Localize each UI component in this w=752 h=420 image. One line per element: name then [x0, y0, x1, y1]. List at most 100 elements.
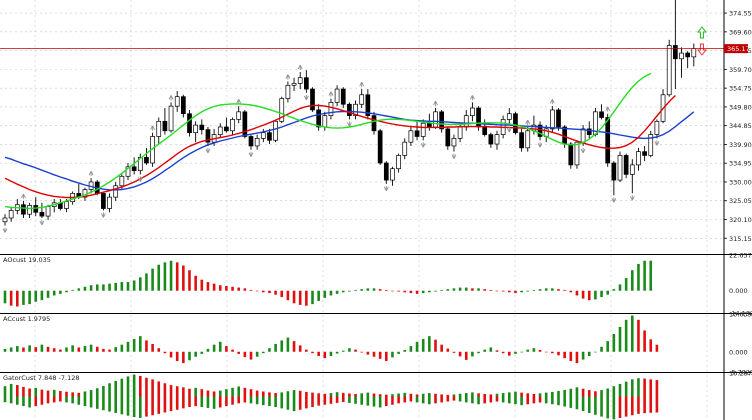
gatorcust-pane[interactable]: [3, 374, 659, 420]
indicator-bar: [163, 351, 167, 354]
indicator-bar: [34, 290, 38, 302]
candle-body: [297, 77, 303, 84]
gator-upper-bar: [458, 393, 462, 397]
gator-upper-bar: [145, 377, 148, 397]
indicator-bar: [292, 290, 296, 304]
gator-lower-bar: [286, 396, 290, 410]
candle-body: [377, 130, 383, 164]
gator-upper-bar: [71, 392, 74, 397]
gator-upper-bar: [434, 393, 437, 397]
gator-lower-bar: [458, 396, 462, 402]
candle-body: [285, 84, 291, 99]
price-pane[interactable]: [0, 0, 724, 233]
candle-body: [162, 120, 168, 132]
indicator-bar: [243, 288, 247, 291]
gator-upper-bar: [428, 393, 431, 397]
indicator-bar: [458, 287, 462, 291]
price-tick-label: 330.00: [729, 178, 752, 186]
gator-lower-bar: [446, 396, 450, 402]
indicator-bar: [194, 275, 197, 291]
gator-lower-bar: [16, 396, 19, 405]
gator-upper-bar: [9, 383, 13, 397]
gator-upper-bar: [372, 393, 376, 397]
indicator-bar: [218, 341, 222, 352]
gator-lower-bar: [231, 396, 234, 405]
indicator-bar: [9, 347, 13, 352]
gator-lower-bar: [274, 396, 277, 408]
candle-body: [101, 192, 106, 209]
indicator-bar: [403, 349, 407, 352]
indicator-bar: [643, 330, 646, 352]
indicator-bar: [489, 347, 493, 352]
indicator-bar: [538, 289, 542, 291]
indicator-bar: [200, 351, 204, 354]
candle-body: [457, 126, 463, 139]
indicator-bar: [581, 290, 585, 299]
indicator-bar: [139, 277, 142, 291]
indicator-bar: [126, 341, 130, 352]
indicator-bar: [544, 288, 548, 291]
indicator-bar: [520, 351, 523, 353]
gator-lower-bar: [218, 396, 222, 408]
gator-upper-bar: [335, 392, 339, 397]
price-tick-label: 369.60: [729, 28, 752, 36]
indicator-bar: [618, 284, 622, 291]
indicator-bar: [120, 344, 124, 352]
indicator-bar: [34, 347, 38, 352]
indicator-bar: [544, 351, 548, 353]
gator-lower-bar: [206, 396, 210, 408]
fractal-down-arrow: [420, 142, 426, 148]
fractal-down-arrow: [629, 195, 635, 201]
indicator-bar: [428, 336, 431, 352]
fractal-up-arrow: [433, 100, 438, 107]
gator-lower-bar: [471, 396, 474, 404]
accust-pane[interactable]: [3, 315, 659, 364]
price-tick-label: 339.90: [729, 141, 752, 149]
indicator-bar: [317, 290, 320, 301]
indicator-bar: [71, 345, 74, 352]
candle-body: [679, 52, 684, 60]
indicator-bar: [606, 341, 609, 352]
candle-body: [156, 120, 162, 137]
gator-upper-bar: [489, 394, 493, 397]
candle-body: [260, 132, 266, 139]
indicator-bar: [89, 285, 93, 291]
gator-upper-bar: [262, 391, 265, 397]
indicator-bar: [409, 290, 413, 294]
indicator-bar: [372, 288, 376, 291]
indicator-bar: [22, 290, 25, 305]
gator-upper-bar: [59, 391, 62, 397]
indicator-bar: [95, 346, 99, 352]
gator-upper-bar: [292, 390, 296, 397]
gator-upper-bar: [391, 394, 394, 397]
gator-lower-bar: [114, 396, 117, 413]
fractal-up-arrow: [328, 91, 334, 97]
indicator-bar: [274, 343, 277, 352]
indicator-tick-label: -14.132: [729, 310, 752, 318]
gator-lower-bar: [77, 396, 81, 405]
gator-upper-bar: [415, 394, 419, 397]
gator-lower-bar: [46, 396, 50, 404]
gator-upper-bar: [397, 393, 400, 397]
aocust-pane[interactable]: [3, 260, 653, 307]
indicator-bar: [262, 351, 265, 354]
indicator-bar: [305, 290, 308, 306]
candle-body: [414, 130, 420, 137]
candle-body: [433, 111, 438, 128]
gator-lower-bar: [163, 396, 167, 413]
candle-body: [205, 129, 211, 143]
indicator-bar: [163, 262, 167, 291]
indicator-bar: [114, 282, 117, 291]
indicator-bar: [360, 351, 363, 353]
indicator-bar: [126, 282, 130, 291]
gator-upper-bar: [421, 393, 425, 397]
indicator-bar: [212, 344, 216, 352]
indicator-bar: [354, 349, 357, 352]
candle-body: [506, 113, 512, 120]
indicator-bar: [551, 288, 554, 291]
candle-body: [310, 88, 315, 111]
gator-upper-bar: [3, 386, 7, 397]
gator-upper-bar: [501, 393, 505, 397]
gator-lower-bar: [538, 396, 542, 403]
